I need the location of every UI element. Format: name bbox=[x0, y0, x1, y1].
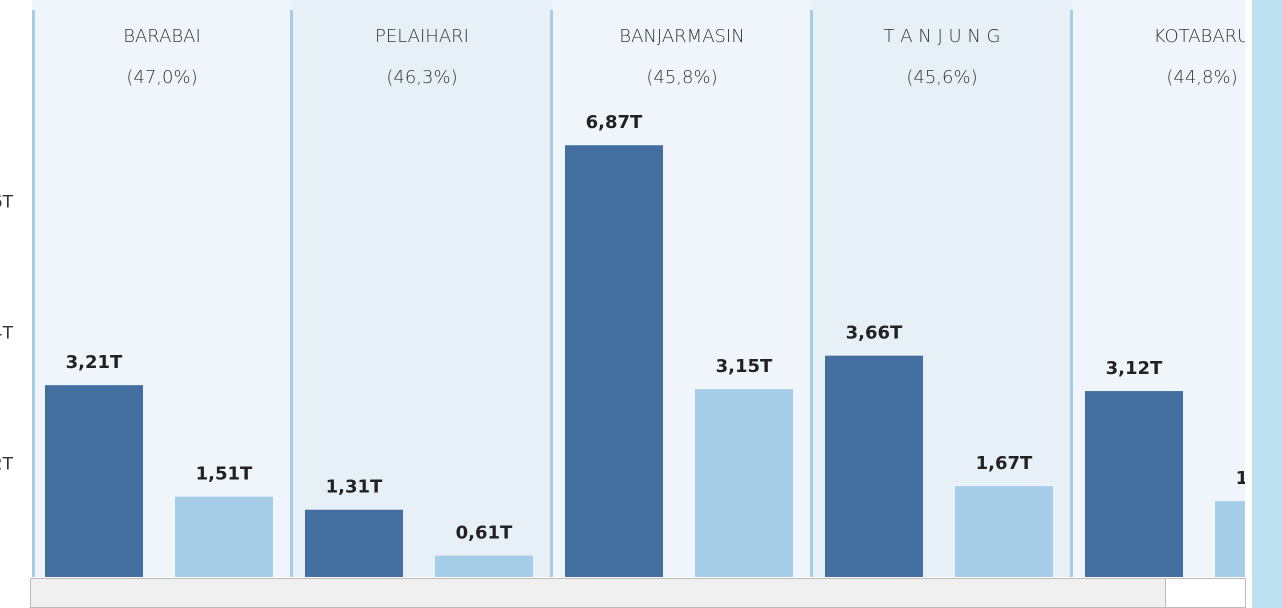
y-axis: 2T 4T 6T bbox=[0, 192, 14, 474]
y-tick-label: 4T bbox=[0, 323, 14, 343]
panel-divider bbox=[32, 10, 35, 577]
plot-area: BARABAI (47,0%) 3,21T 1,51T PELAIHARI (46,3%)… bbox=[32, 0, 1282, 577]
category-label: BARABAI bbox=[123, 26, 201, 47]
category-percent: (45,8%) bbox=[646, 67, 717, 88]
panel-divider bbox=[810, 10, 813, 577]
category-percent: (46,3%) bbox=[386, 67, 457, 88]
category-label: KOTABARU bbox=[1154, 26, 1251, 47]
category-percent: (44,8%) bbox=[1166, 67, 1237, 88]
category-label: PELAIHARI bbox=[375, 26, 469, 47]
category-percent: (47,0%) bbox=[126, 67, 197, 88]
y-tick-label: 2T bbox=[0, 454, 14, 474]
category-label: T A N J U N G bbox=[884, 26, 1001, 47]
panel-divider bbox=[290, 10, 293, 577]
scrollbar[interactable] bbox=[1252, 0, 1282, 608]
panel-divider bbox=[550, 10, 553, 577]
bottom-panel bbox=[30, 578, 1246, 608]
bar bbox=[1215, 501, 1245, 577]
bar bbox=[305, 509, 403, 577]
bar bbox=[435, 555, 533, 577]
y-tick-label: 6T bbox=[0, 192, 14, 212]
category-label: BANJARMASIN bbox=[619, 26, 744, 47]
value-label: 3,15T bbox=[716, 356, 773, 377]
value-label: 3,66T bbox=[846, 323, 903, 344]
value-label: 1,51T bbox=[196, 464, 253, 485]
bar bbox=[45, 385, 143, 577]
bar bbox=[825, 355, 923, 577]
value-label: 1,44T bbox=[1236, 468, 1282, 489]
value-label: 3,21T bbox=[66, 352, 123, 373]
bar bbox=[955, 486, 1053, 577]
bar bbox=[175, 496, 273, 577]
value-label: 3,12T bbox=[1106, 358, 1163, 379]
value-label: 6,87T bbox=[586, 112, 643, 133]
value-label: 0,61T bbox=[456, 523, 513, 544]
bottom-box bbox=[1165, 578, 1246, 608]
bar bbox=[565, 145, 663, 577]
panel bbox=[292, 0, 552, 577]
value-label: 1,67T bbox=[976, 453, 1033, 474]
category-percent: (45,6%) bbox=[906, 67, 977, 88]
bar bbox=[1085, 391, 1183, 577]
bar bbox=[695, 389, 793, 577]
panel-divider bbox=[1070, 10, 1073, 577]
value-label: 1,31T bbox=[326, 477, 383, 498]
